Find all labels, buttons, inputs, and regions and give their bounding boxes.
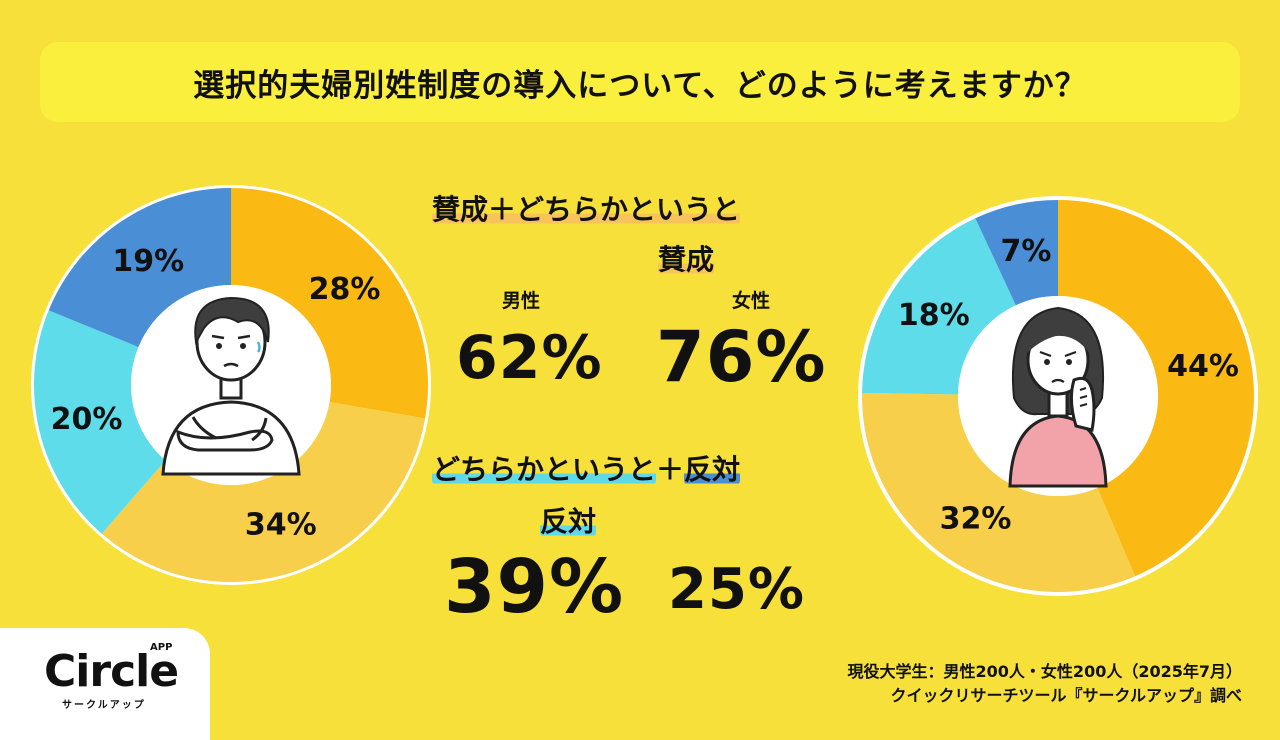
- female-favor-value: 76%: [656, 316, 827, 398]
- favor-heading: 賛成＋どちらかというと: [432, 188, 741, 228]
- oppose-heading-line2: 反対: [540, 500, 597, 540]
- favor-heading-part-1: 賛成: [432, 193, 489, 226]
- donut-slice-label-2: 34%: [245, 507, 317, 542]
- male-donut-chart: 28% 34% 20% 19%: [28, 182, 434, 588]
- summary-panel: 賛成＋どちらかというと 賛成 男性 女性 62% 76% どちらかというと＋反対…: [420, 180, 860, 640]
- donut-slice-2: [862, 392, 1136, 592]
- male-label: 男性: [502, 290, 541, 312]
- oppose-heading-part-4: 反対: [540, 505, 597, 538]
- donut-slice-label-2: 32%: [940, 501, 1012, 536]
- male-donut-svg: 28% 34% 20% 19%: [31, 185, 431, 585]
- oppose-heading-part-1: どちらかというと: [432, 453, 657, 486]
- logo-wordmark: Circle: [44, 646, 179, 697]
- page-title: 選択的夫婦別姓制度の導入について、どのように考えますか？: [193, 67, 1087, 104]
- title-banner: 選択的夫婦別姓制度の導入について、どのように考えますか？: [40, 42, 1240, 122]
- oppose-heading-part-3: 反対: [684, 453, 741, 486]
- favor-heading-part-2: ＋どちらかというと: [488, 193, 741, 226]
- logo-kana: サークルアップ: [62, 700, 146, 711]
- favor-heading-line2: 賛成: [658, 238, 715, 278]
- favor-heading-part-3: 賛成: [658, 243, 715, 276]
- female-label: 女性: [732, 290, 771, 312]
- donut-slice-label-1: 44%: [1167, 349, 1239, 384]
- logo-app-tag: APP: [150, 642, 173, 653]
- oppose-heading: どちらかというと＋反対: [432, 448, 741, 488]
- female-donut-chart: 44% 32% 18% 7%: [856, 194, 1260, 598]
- donut-slice-3: [862, 218, 1016, 395]
- male-oppose-value: 39%: [444, 544, 625, 630]
- oppose-heading-part-2: ＋: [656, 453, 685, 486]
- donut-slice-4: [48, 188, 232, 348]
- male-favor-value: 62%: [456, 323, 603, 393]
- donut-slice-label-4: 7%: [1001, 234, 1052, 269]
- donut-slice-label-3: 20%: [51, 402, 123, 437]
- donut-slice-label-3: 18%: [898, 298, 970, 333]
- male-student-arms-crossed-icon: [161, 296, 301, 476]
- donut-slice-label-1: 28%: [309, 272, 381, 307]
- source-note-line1: 現役大学生：男性200人・女性200人（2025年7月）: [847, 662, 1242, 681]
- female-student-worried-icon: [1008, 306, 1108, 488]
- donut-slice-2: [101, 402, 426, 582]
- donut-slice-1: [231, 188, 429, 419]
- donut-slice-1: [1058, 200, 1254, 577]
- female-oppose-value: 25%: [668, 557, 806, 622]
- donut-slice-4: [975, 200, 1058, 306]
- donut-slice-label-4: 19%: [112, 244, 184, 279]
- donut-slice-3: [33, 310, 166, 534]
- source-note-line2: クイックリサーチツール『サークルアップ』調べ: [890, 686, 1242, 705]
- female-donut-svg: 44% 32% 18% 7%: [858, 196, 1258, 596]
